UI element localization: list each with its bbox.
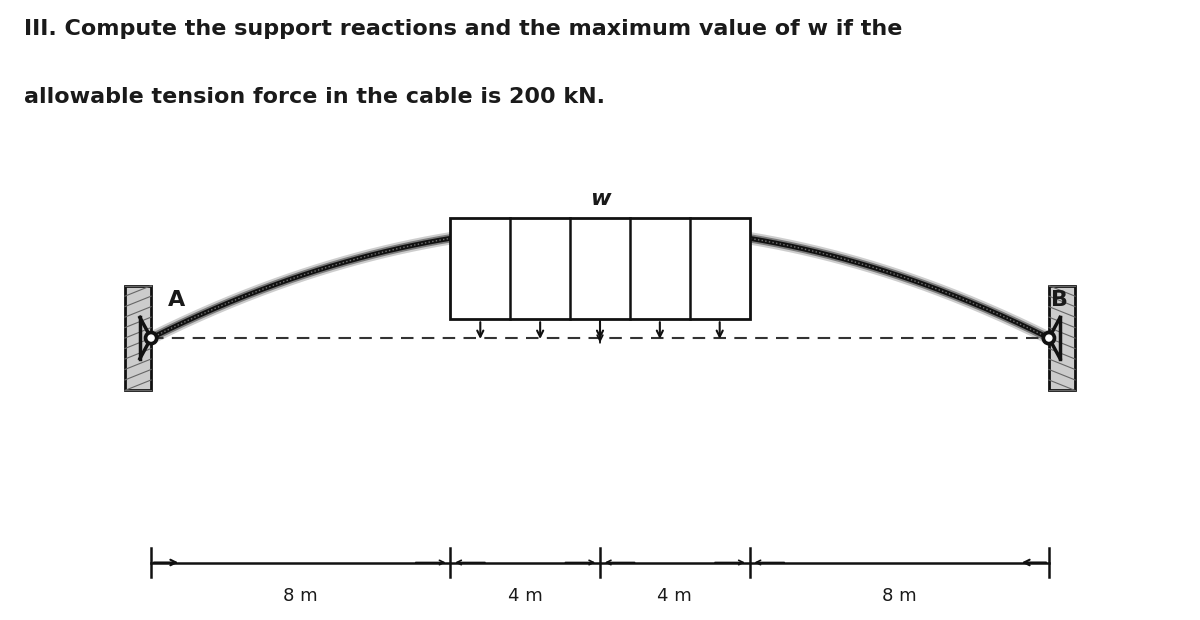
- Text: A: A: [168, 290, 185, 310]
- Text: 4 m: 4 m: [658, 587, 692, 605]
- Text: allowable tension force in the cable is 200 kN.: allowable tension force in the cable is …: [24, 87, 605, 107]
- Text: III. Compute the support reactions and the maximum value of w if the: III. Compute the support reactions and t…: [24, 19, 902, 38]
- Circle shape: [1042, 331, 1056, 345]
- Bar: [450, 218, 750, 319]
- Text: 3 m: 3 m: [614, 277, 649, 294]
- Text: 4 m: 4 m: [508, 587, 542, 605]
- Text: 8 m: 8 m: [283, 587, 318, 605]
- Bar: [1049, 286, 1075, 391]
- Text: 8 m: 8 m: [882, 587, 917, 605]
- Bar: [125, 286, 151, 391]
- Text: B: B: [1051, 290, 1068, 310]
- Text: w: w: [589, 189, 611, 209]
- Circle shape: [1046, 335, 1052, 341]
- Circle shape: [148, 335, 154, 341]
- Circle shape: [144, 331, 158, 345]
